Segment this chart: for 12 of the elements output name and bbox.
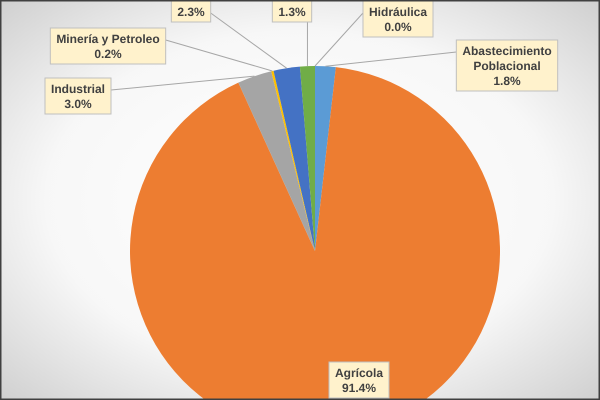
slice-label: Agrícola	[334, 366, 384, 380]
slice-label: Abastecimiento Poblacional	[462, 44, 552, 73]
text: 0.0%	[384, 20, 412, 34]
slice-label: Industrial	[50, 82, 106, 96]
data-label: 1.8%	[493, 74, 521, 88]
data-label: 3.0%	[64, 97, 92, 111]
data-label: 0.2%	[94, 47, 122, 61]
category-label: Hidráulica	[368, 5, 428, 19]
data-label: 1.3%	[278, 5, 306, 19]
slice-label: Minería y Petroleo	[56, 32, 160, 46]
data-label: 91.4%	[342, 381, 376, 395]
data-label: 2.3%	[177, 5, 205, 19]
